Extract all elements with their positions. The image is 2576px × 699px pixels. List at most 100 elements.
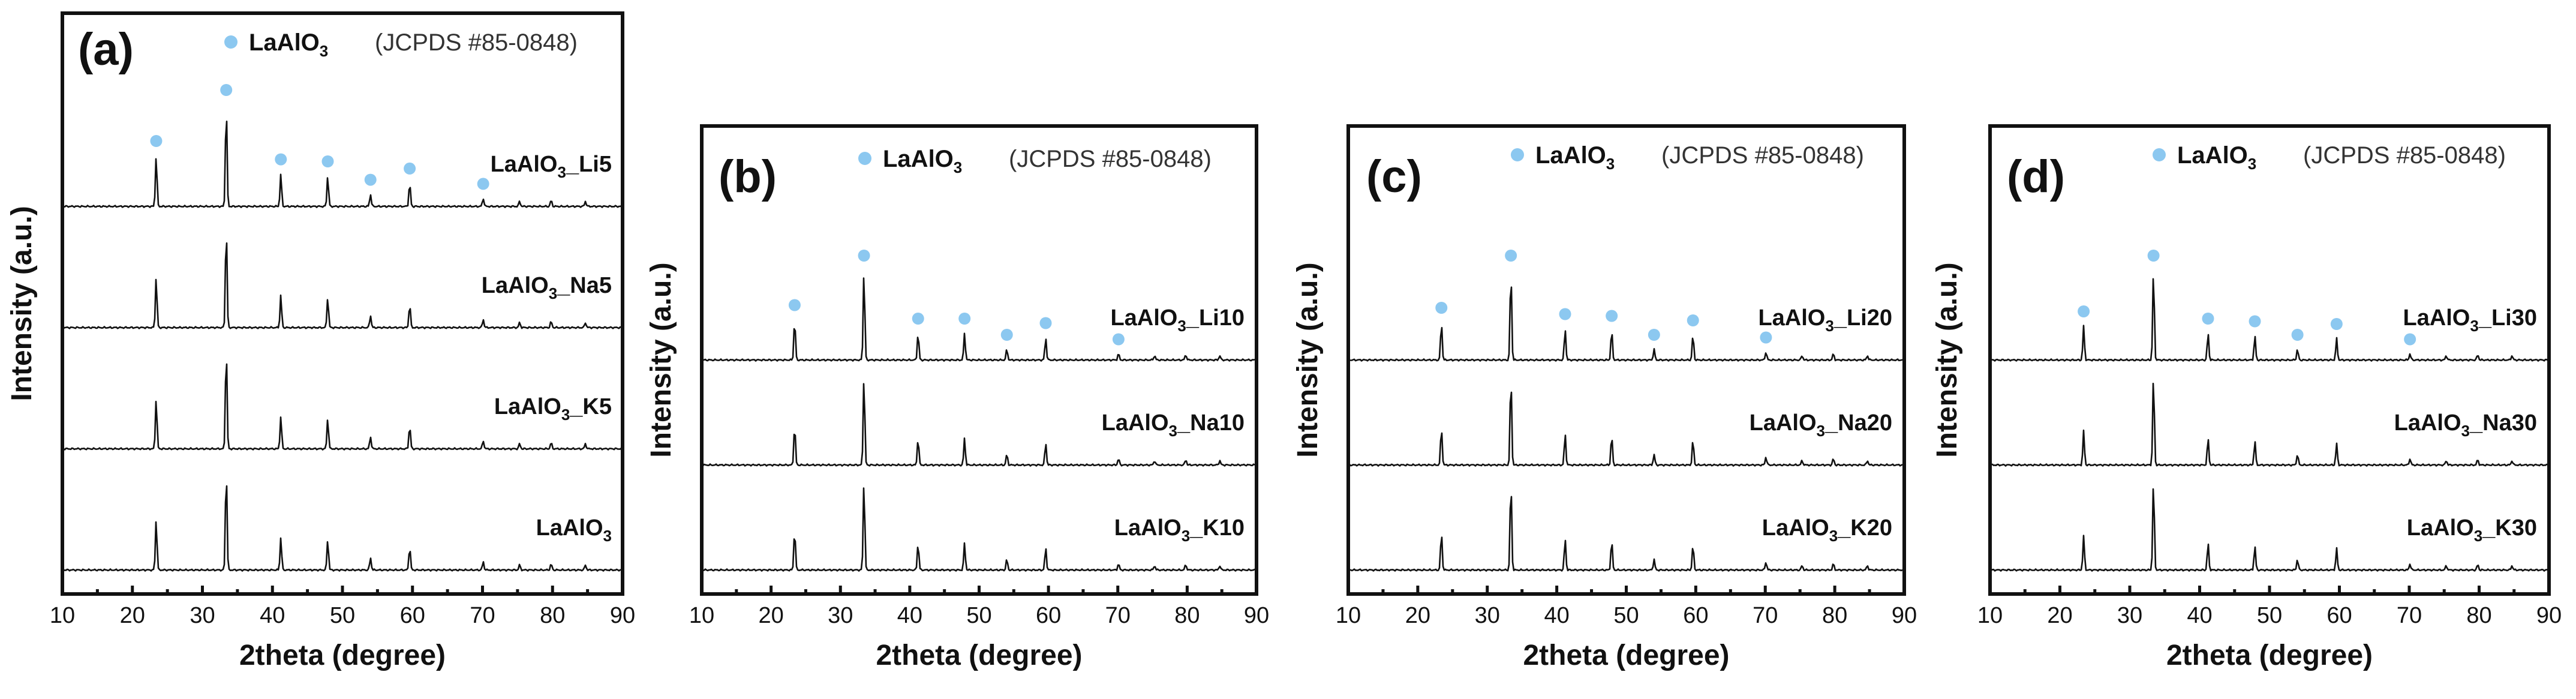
x-tick-label: 30	[2117, 603, 2142, 628]
x-tick-label: 90	[2536, 603, 2562, 628]
series-label-LaAlO3_Na30: LaAlO3_Na30	[2394, 410, 2537, 440]
xrd-panel-c: 10 20 30 40 50 60 70 80 90 2theta (degree) Intensi…	[1292, 124, 1917, 671]
series-label-LaAlO3_Na5: LaAlO3_Na5	[482, 273, 612, 302]
x-tick-label: 40	[2187, 603, 2212, 628]
x-tick-label: 70	[1753, 603, 1778, 628]
xrd-trace-LaAlO3_Na30	[1991, 382, 2548, 467]
phase-peak-marker	[477, 178, 489, 190]
legend-marker	[1511, 148, 1524, 161]
series-label-LaAlO3_K30: LaAlO3_K30	[2407, 515, 2537, 545]
x-tick-label: 80	[1174, 603, 1200, 628]
x-tick-label: 60	[2326, 603, 2352, 628]
phase-peak-marker	[1505, 250, 1517, 262]
series-label-LaAlO3_Li10: LaAlO3_Li10	[1110, 305, 1245, 335]
series-label-LaAlO3_K5: LaAlO3_K5	[494, 394, 612, 424]
x-tick-label: 90	[1244, 603, 1269, 628]
phase-peak-marker	[788, 299, 801, 311]
xrd-trace-LaAlO3_Li10	[703, 277, 1255, 362]
x-axis-label: 2theta (degree)	[1523, 640, 1729, 671]
phase-peak-marker	[858, 250, 870, 262]
phase-peak-marker	[2404, 333, 2416, 346]
x-axis-label: 2theta (degree)	[876, 640, 1082, 671]
phase-peak-marker	[912, 313, 924, 325]
x-tick-label: 50	[966, 603, 991, 628]
plot-frame	[61, 11, 624, 596]
x-tick-label: 10	[50, 603, 75, 628]
x-axis-label: 2theta (degree)	[2166, 640, 2373, 671]
phase-peak-marker	[220, 84, 233, 96]
legend-reference: (JCPDS #85-0848)	[2303, 142, 2506, 169]
y-axis-label: Intensity (a.u.)	[645, 262, 677, 457]
phase-peak-marker	[1112, 333, 1125, 346]
phase-peak-marker	[958, 313, 971, 325]
phase-peak-marker	[1039, 317, 1052, 329]
phase-peak-marker	[1000, 329, 1013, 341]
xrd-trace-LaAlO3_Li20	[1349, 286, 1903, 362]
x-tick-label: 50	[330, 603, 355, 628]
legend-reference: (JCPDS #85-0848)	[1009, 146, 1212, 172]
x-tick-label: 60	[1036, 603, 1061, 628]
series-label-LaAlO3_Li20: LaAlO3_Li20	[1758, 305, 1892, 335]
x-tick-label: 30	[828, 603, 853, 628]
xrd-panel-b: 10 20 30 40 50 60 70 80 90 2theta (degree) Intensi…	[645, 124, 1269, 671]
y-axis-label: Intensity (a.u.)	[1292, 262, 1324, 457]
legend-marker	[858, 152, 871, 165]
legend-marker	[224, 35, 238, 49]
xrd-trace-LaAlO3	[63, 485, 622, 572]
phase-peak-marker	[2202, 313, 2214, 325]
x-tick-label: 10	[689, 603, 714, 628]
panel-label: (d)	[2007, 151, 2065, 202]
phase-peak-marker	[1559, 308, 1571, 320]
series-label-LaAlO3_Li5: LaAlO3_Li5	[491, 152, 612, 181]
x-tick-label: 60	[400, 603, 425, 628]
x-tick-label: 10	[1336, 603, 1361, 628]
x-tick-label: 60	[1683, 603, 1708, 628]
x-tick-label: 80	[540, 603, 565, 628]
phase-peak-marker	[1435, 302, 1448, 314]
series-label-LaAlO3_Na20: LaAlO3_Na20	[1750, 410, 1892, 440]
x-tick-label: 90	[1892, 603, 1917, 628]
phase-peak-marker	[2249, 315, 2261, 328]
phase-peak-marker	[1687, 314, 1699, 326]
xrd-trace-LaAlO3_Na20	[1349, 391, 1903, 467]
xrd-panel-a: 10 20 30 40 50 60 70 80 90 2theta (degree) Intensi…	[6, 11, 635, 671]
phase-peak-marker	[321, 155, 334, 167]
phase-peak-marker	[364, 173, 377, 186]
phase-peak-marker	[150, 135, 163, 147]
x-tick-label: 20	[120, 603, 145, 628]
x-tick-label: 30	[1475, 603, 1500, 628]
phase-peak-marker	[2078, 305, 2090, 317]
xrd-trace-LaAlO3_Na10	[702, 383, 1255, 467]
x-tick-label: 70	[470, 603, 495, 628]
series-label-LaAlO3_Na10: LaAlO3_Na10	[1102, 410, 1245, 440]
x-tick-label: 30	[190, 603, 215, 628]
x-tick-label: 90	[610, 603, 635, 628]
series-label-LaAlO3_K20: LaAlO3_K20	[1762, 515, 1892, 545]
x-tick-label: 50	[2257, 603, 2282, 628]
legend-phase-label: LaAlO3	[1535, 142, 1615, 173]
x-tick-label: 20	[758, 603, 783, 628]
y-axis-label: Intensity (a.u.)	[6, 206, 38, 401]
x-tick-label: 80	[2466, 603, 2491, 628]
phase-peak-marker	[404, 162, 416, 175]
legend-reference: (JCPDS #85-0848)	[1661, 142, 1864, 169]
x-tick-label: 70	[2397, 603, 2422, 628]
phase-peak-marker	[2291, 329, 2304, 341]
phase-peak-marker	[2330, 318, 2343, 330]
xrd-trace-LaAlO3_K20	[1349, 496, 1903, 572]
x-tick-label: 20	[2047, 603, 2072, 628]
phase-peak-marker	[275, 153, 287, 166]
xrd-trace-LaAlO3_Li30	[1991, 278, 2548, 362]
phase-peak-marker	[2147, 250, 2160, 262]
x-tick-label: 40	[897, 603, 922, 628]
xrd-trace-LaAlO3_K10	[703, 487, 1255, 572]
xrd-panel-d: 10 20 30 40 50 60 70 80 90 2theta (degree) Intensi…	[1931, 124, 2562, 671]
x-tick-label: 40	[260, 603, 285, 628]
x-tick-label: 70	[1105, 603, 1131, 628]
xrd-trace-LaAlO3_K5	[63, 363, 622, 451]
series-label-LaAlO3: LaAlO3	[536, 515, 612, 545]
y-axis-label: Intensity (a.u.)	[1931, 262, 1963, 457]
legend-reference: (JCPDS #85-0848)	[375, 29, 578, 56]
x-tick-label: 10	[1977, 603, 2003, 628]
